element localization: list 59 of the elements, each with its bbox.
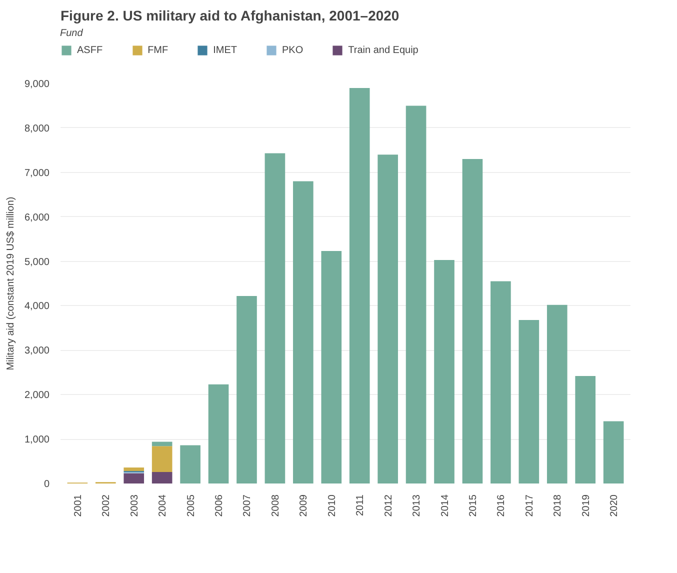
bar — [264, 153, 286, 484]
x-tick-label: 2007 — [242, 494, 254, 517]
bar — [462, 159, 483, 484]
bar — [349, 88, 370, 484]
y-tick-label: 3,000 — [24, 346, 50, 357]
x-tick-label: 2010 — [326, 494, 338, 517]
x-tick-label: 2017 — [524, 494, 536, 517]
x-tick-label: 2008 — [270, 494, 282, 517]
bar — [293, 181, 314, 484]
y-axis-title: Military aid (constant 2019 US$ million) — [5, 196, 16, 370]
chart-title: Figure 2. US military aid to Afghanistan, 2001–2020 — [60, 8, 400, 24]
x-tick-label: 2012 — [383, 494, 394, 517]
legend-label: Train and Equip — [348, 44, 418, 56]
x-tick-label: 2013 — [412, 494, 423, 517]
bar — [490, 281, 511, 484]
bar — [518, 320, 540, 484]
x-tick-label: 2003 — [129, 494, 140, 517]
y-tick-label: 2,000 — [24, 390, 50, 402]
x-tick-label: 2011 — [355, 494, 366, 516]
legend-title: Fund — [60, 28, 84, 39]
y-tick-label: 1,000 — [24, 434, 50, 446]
y-tick-label: 5,000 — [24, 256, 50, 268]
y-tick-label: 9,000 — [24, 79, 50, 90]
x-tick-label: 2015 — [468, 494, 479, 517]
bar — [236, 296, 257, 484]
x-tick-label: 2002 — [101, 494, 112, 517]
bar — [124, 473, 144, 484]
y-tick-label: 6,000 — [24, 212, 50, 224]
x-tick-label: 2014 — [440, 494, 451, 517]
x-tick-label: 2020 — [609, 494, 620, 517]
bar — [152, 446, 172, 472]
legend-label: ASFF — [77, 44, 103, 56]
bar — [208, 384, 229, 484]
x-tick-label: 2009 — [298, 494, 310, 517]
legend-label: FMF — [148, 44, 168, 56]
bar — [406, 106, 426, 484]
y-tick-label: 0 — [44, 479, 50, 490]
bar — [546, 304, 568, 484]
bar — [124, 468, 144, 472]
x-tick-label: 2016 — [496, 494, 508, 517]
x-tick-label: 2018 — [552, 494, 564, 517]
bar — [152, 442, 172, 446]
bar — [378, 154, 398, 484]
x-tick-label: 2004 — [158, 494, 169, 517]
legend-label: PKO — [282, 44, 304, 56]
legend-label: IMET — [213, 44, 237, 56]
y-tick-label: 7,000 — [24, 168, 50, 179]
x-tick-label: 2001 — [72, 494, 84, 517]
bar — [603, 421, 624, 484]
x-tick-label: 2019 — [580, 494, 592, 517]
bar — [575, 376, 596, 484]
bar — [152, 472, 172, 484]
bar — [434, 260, 454, 484]
bar — [180, 445, 200, 484]
x-tick-label: 2006 — [214, 494, 226, 517]
x-tick-label: 2005 — [186, 494, 197, 517]
bar — [321, 251, 342, 484]
y-tick-label: 4,000 — [24, 301, 50, 312]
y-tick-label: 8,000 — [24, 123, 50, 134]
